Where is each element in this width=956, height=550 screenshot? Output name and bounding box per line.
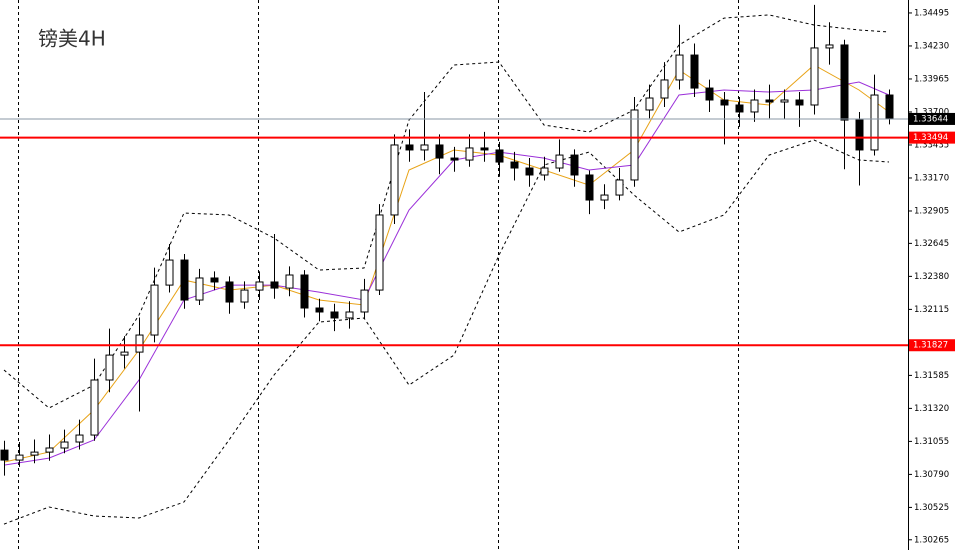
candle-body — [480, 147, 489, 151]
candle-body — [30, 451, 39, 456]
y-tick-label: 1.32645 — [914, 239, 949, 249]
candle-body — [555, 154, 564, 169]
candle-body — [570, 154, 579, 176]
price-level-label-bg — [909, 131, 955, 144]
candle-body — [870, 94, 879, 151]
candle-body — [330, 311, 339, 319]
candle-body — [705, 87, 714, 101]
candle-body — [285, 274, 294, 289]
candle-body — [885, 94, 894, 120]
candle-body — [465, 147, 474, 161]
price-level-label: 1.31827 — [913, 341, 948, 351]
y-tick-label: 1.31055 — [914, 437, 949, 447]
candle-body — [150, 284, 159, 336]
candle-body — [390, 144, 399, 216]
candle-body — [45, 447, 54, 453]
candle-body — [780, 99, 789, 103]
price-level-label-bg — [909, 339, 955, 352]
candle-body — [345, 311, 354, 319]
candle-body — [105, 354, 114, 381]
y-tick-label: 1.32905 — [914, 206, 949, 216]
y-tick-label: 1.31585 — [914, 371, 949, 381]
candle-body — [510, 161, 519, 169]
candle-body — [255, 281, 264, 291]
candle-body — [375, 214, 384, 291]
price-level-label: 1.33494 — [913, 133, 948, 143]
candle-body — [585, 174, 594, 201]
candle-body — [600, 194, 609, 201]
candle-body — [225, 281, 234, 303]
candle-body — [360, 289, 369, 313]
candle-body — [75, 434, 84, 443]
candle-body — [660, 79, 669, 99]
candle-body — [645, 97, 654, 111]
candle-body — [750, 99, 759, 113]
chart-title: 镑美4H — [38, 27, 106, 51]
y-tick-label: 1.31320 — [914, 404, 949, 414]
candle-body — [195, 277, 204, 301]
candle-body — [135, 334, 144, 353]
y-tick-label: 1.32380 — [914, 272, 949, 282]
candle-body — [765, 99, 774, 103]
y-tick-label: 1.34495 — [914, 8, 949, 18]
y-tick-label: 1.33435 — [914, 140, 949, 150]
candle-body — [855, 119, 864, 151]
y-tick-label: 1.33965 — [914, 74, 949, 84]
price-level-label-bg — [909, 112, 955, 125]
candle-body — [120, 351, 129, 356]
candle-body — [675, 54, 684, 81]
candle-body — [615, 179, 624, 196]
price-level-label: 1.33644 — [913, 114, 948, 124]
candle-body — [690, 54, 699, 89]
candle-body — [435, 144, 444, 159]
candle-body — [720, 99, 729, 106]
candle-body — [810, 47, 819, 106]
candle-body — [840, 44, 849, 121]
candle-body — [315, 307, 324, 313]
y-tick-label: 1.32115 — [914, 305, 949, 315]
candle-body — [90, 379, 99, 436]
candle-body — [60, 441, 69, 449]
candle-body — [630, 109, 639, 181]
candle-body — [450, 157, 459, 161]
candle-body — [735, 104, 744, 113]
candle-body — [825, 44, 834, 49]
candle-body — [0, 449, 9, 461]
candle-body — [300, 274, 309, 309]
y-tick-label: 1.30790 — [914, 470, 949, 480]
candle-body — [180, 259, 189, 301]
y-tick-label: 1.30525 — [914, 503, 949, 513]
candle-body — [795, 99, 804, 106]
candle-body — [270, 281, 279, 289]
candle-body — [525, 167, 534, 176]
y-tick-label: 1.34230 — [914, 41, 949, 51]
candle-body — [495, 149, 504, 163]
y-tick-label: 1.30265 — [914, 535, 949, 545]
candle-body — [420, 144, 429, 151]
candle-body — [165, 259, 174, 286]
candle-body — [210, 277, 219, 283]
y-tick-label: 1.33700 — [914, 107, 949, 117]
candle-body — [405, 144, 414, 151]
y-tick-label: 1.33170 — [914, 173, 949, 183]
candle-body — [15, 454, 24, 461]
candle-body — [240, 289, 249, 303]
candle-body — [540, 167, 549, 176]
